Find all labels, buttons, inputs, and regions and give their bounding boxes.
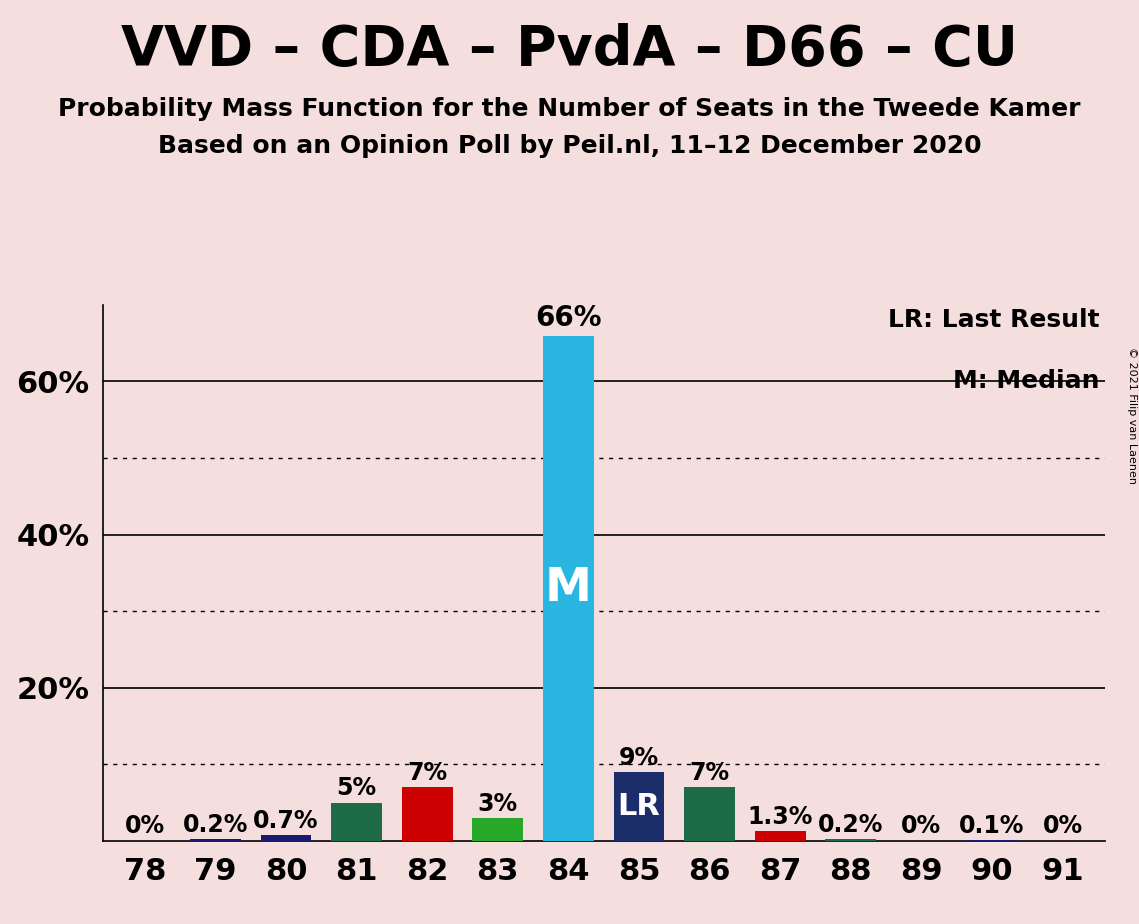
Text: LR: LR bbox=[617, 792, 661, 821]
Text: 9%: 9% bbox=[618, 746, 659, 770]
Text: 0.2%: 0.2% bbox=[818, 813, 884, 837]
Bar bbox=[331, 803, 382, 841]
Text: M: Median: M: Median bbox=[953, 370, 1100, 394]
Text: 1.3%: 1.3% bbox=[747, 805, 813, 829]
Text: 0%: 0% bbox=[1042, 814, 1082, 838]
Bar bbox=[614, 772, 664, 841]
Text: 0%: 0% bbox=[901, 814, 941, 838]
Text: 0.1%: 0.1% bbox=[959, 814, 1025, 838]
Bar bbox=[543, 335, 593, 841]
Bar bbox=[826, 839, 876, 841]
Bar bbox=[261, 835, 311, 841]
Bar bbox=[755, 831, 805, 841]
Text: LR: Last Result: LR: Last Result bbox=[888, 308, 1100, 332]
Text: VVD – CDA – PvdA – D66 – CU: VVD – CDA – PvdA – D66 – CU bbox=[121, 23, 1018, 77]
Bar bbox=[685, 787, 735, 841]
Text: 3%: 3% bbox=[477, 792, 518, 816]
Text: 0%: 0% bbox=[125, 814, 165, 838]
Bar bbox=[402, 787, 452, 841]
Text: 0.2%: 0.2% bbox=[182, 813, 248, 837]
Bar bbox=[473, 818, 523, 841]
Text: Based on an Opinion Poll by Peil.nl, 11–12 December 2020: Based on an Opinion Poll by Peil.nl, 11–… bbox=[157, 134, 982, 158]
Text: 7%: 7% bbox=[689, 761, 730, 785]
Text: 5%: 5% bbox=[336, 776, 377, 800]
Text: © 2021 Filip van Laenen: © 2021 Filip van Laenen bbox=[1126, 347, 1137, 484]
Text: 7%: 7% bbox=[407, 761, 448, 785]
Text: 66%: 66% bbox=[535, 304, 601, 332]
Text: 0.7%: 0.7% bbox=[253, 809, 319, 833]
Text: M: M bbox=[544, 565, 592, 611]
Text: Probability Mass Function for the Number of Seats in the Tweede Kamer: Probability Mass Function for the Number… bbox=[58, 97, 1081, 121]
Bar bbox=[190, 839, 240, 841]
